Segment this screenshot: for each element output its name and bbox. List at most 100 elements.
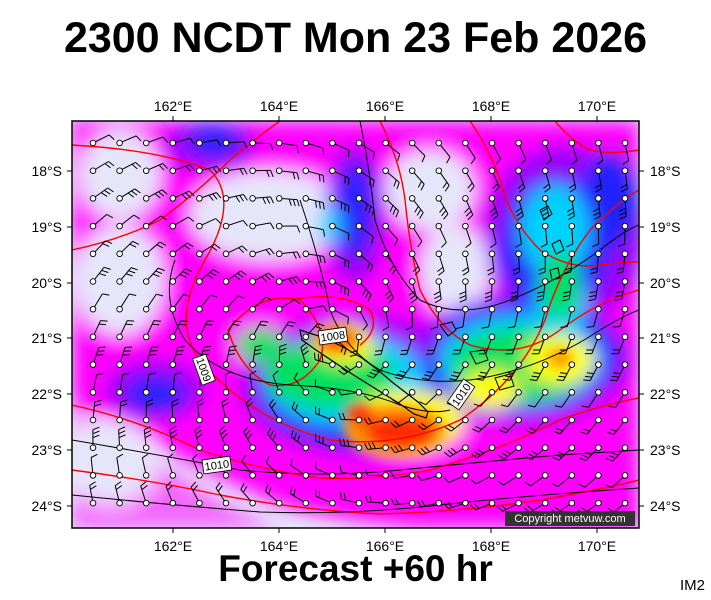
wind-barb [265,484,283,507]
wind-barb [592,195,602,220]
wind-barb [222,270,247,285]
wind-barb [275,343,287,368]
wind-barb [617,222,629,247]
wind-barb [435,250,445,276]
wind-barb [218,425,230,451]
lat-label: 24°S [31,498,62,514]
wind-barb [590,250,602,275]
wind-barb [275,276,302,285]
lon-label: 162°E [154,538,192,554]
longitude-labels: 162°E 164°E 166°E 168°E 170°E 162°E 164°… [154,98,616,554]
wind-barb [461,250,470,276]
wind-barb [473,389,496,407]
wind-barb [245,398,256,424]
wind-barb [499,416,522,434]
wind-barb [382,222,399,246]
lon-label: 170°E [578,98,616,114]
wind-barb [408,167,425,191]
wind-barb [196,294,218,313]
wind-barb [339,438,363,451]
wind-barb [581,389,602,408]
wind-barb [141,453,150,479]
wind-barb [142,426,152,451]
wind-barb [363,416,389,425]
wind-barb [196,218,222,230]
wind-barb [526,416,549,434]
wind-barb [382,139,401,161]
wind-barb [275,167,300,180]
wind-barb [89,134,115,147]
wind-barb [275,195,300,207]
image-id-label: IM2 [679,577,705,594]
wind-barb [487,250,496,276]
wind-barb [302,167,325,183]
wind-barb [529,361,549,381]
chart-title: 2300 NCDT Mon 23 Feb 2026 [63,14,648,62]
wind-barb [594,167,603,193]
wind-barb [444,416,469,432]
wind-barb [142,267,165,285]
wind-barb [116,372,130,396]
wind-barb [221,398,230,424]
wind-barb [619,195,629,220]
wind-barb [554,389,576,408]
wind-barb [241,454,256,479]
wind-barb [116,188,141,202]
wind-barb [169,216,195,230]
wind-barb [249,247,275,258]
wind-barb [462,167,475,193]
wind-barb [488,139,501,165]
wind-barb [560,305,576,328]
wind-barb [578,472,602,488]
lat-label: 20°S [31,275,62,291]
wind-barb [302,139,325,156]
wind-barb [142,215,168,230]
wind-barb [470,499,496,511]
wind-barb [355,222,374,244]
wind-barb [289,486,310,507]
wind-barb [116,346,133,368]
wind-barb [417,416,443,431]
copyright-box: Copyright metvuw.com [505,511,635,526]
lat-label: 19°S [650,219,681,235]
wind-barb [302,250,326,264]
wind-barb [497,499,522,512]
wind-barb [536,278,549,302]
wind-barb [430,305,443,330]
wind-barb [265,456,283,479]
wind-barb [488,222,497,248]
wind-barb [169,190,195,202]
lat-label: 21°S [650,330,681,346]
wind-barb [165,481,177,507]
wind-barb [249,167,274,178]
wind-barb [116,320,135,341]
wind-barb [315,461,336,479]
wind-barb [435,222,447,248]
wind-barb [459,278,469,303]
wind-barb [355,305,368,331]
wind-barb [314,379,336,396]
wind-barb [416,472,443,482]
wind-barb [89,213,114,230]
wind-barb [568,167,577,193]
wind-barb [566,195,576,221]
wind-barb [556,361,576,382]
wind-barb [116,267,138,285]
latitude-labels: 18°S 19°S 20°S 21°S 22°S 23°S 24°S 18°S … [31,163,680,514]
wind-barb [249,296,273,313]
wind-barb [484,278,496,303]
wind-barb [116,161,142,174]
wind-barb [408,250,421,276]
wind-barb [268,398,283,424]
wind-barb [422,361,443,381]
wind-barb [196,165,222,174]
wind-barb [481,305,496,329]
wind-barb [527,389,549,408]
wind-barb [167,453,177,479]
wind-barb [302,322,325,341]
wind-barb [562,278,576,302]
wind-barb [275,222,301,233]
wind-barb [419,389,443,406]
wind-barb [502,361,522,381]
